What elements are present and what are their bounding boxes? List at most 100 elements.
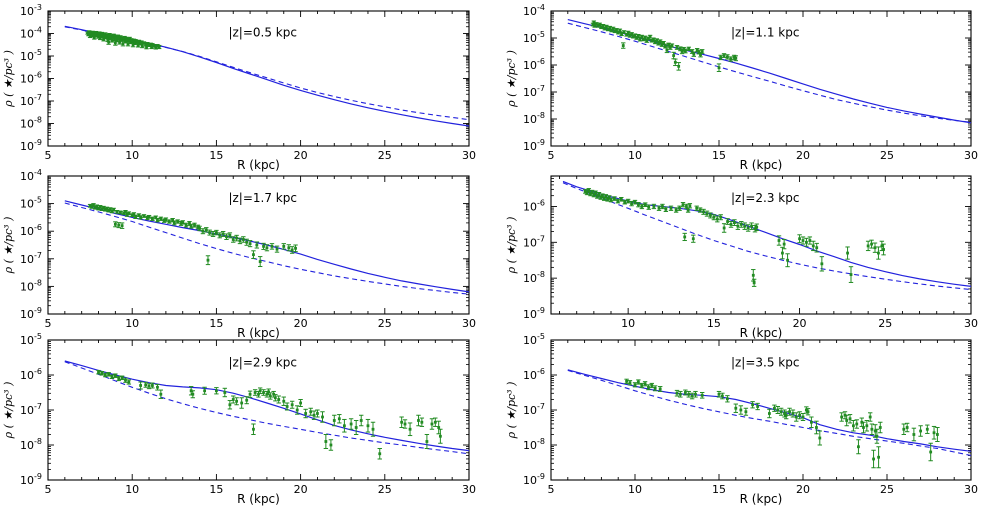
- dashed-model-curve: [567, 369, 972, 457]
- x-tick-label: 5: [548, 149, 555, 162]
- axes-frame: [47, 175, 470, 315]
- x-axis-label: R (kpc): [237, 326, 280, 340]
- y-tick-label: 10-8: [20, 116, 42, 131]
- y-tick-label: 10-4: [20, 168, 42, 183]
- x-axis-label: R (kpc): [237, 158, 280, 172]
- y-tick-label: 10-9: [523, 306, 545, 321]
- x-tick-label: 15: [209, 317, 223, 330]
- x-axis-ticks: 10 15 20 25 30: [559, 176, 978, 330]
- panel-z-2.9-kpc: 5 10 15 20 25 30 10-5 10-6 10-7 10-8 10-9 |z|=2.9 k…: [2, 332, 476, 506]
- panel-z-2.3-kpc: 10 15 20 25 30 10-6 10-7 10-8 10-9 |z|=2.3 kpc R (…: [505, 175, 978, 340]
- x-tick-label: 30: [964, 149, 978, 162]
- x-tick-label: 25: [378, 149, 392, 162]
- x-tick-label: 30: [964, 317, 978, 330]
- y-tick-label: 10-6: [20, 367, 42, 382]
- x-tick-label: 20: [294, 483, 308, 496]
- y-tick-label: 10-8: [20, 437, 42, 452]
- y-tick-label: 10-6: [523, 198, 545, 213]
- dashed-model-curve: [64, 202, 470, 295]
- axes-frame: [550, 10, 972, 147]
- y-tick-label: 10-8: [20, 278, 42, 293]
- x-tick-label: 25: [878, 317, 892, 330]
- x-tick-label: 10: [125, 483, 139, 496]
- y-axis-label: ρ ( ★/pc³ ): [2, 382, 15, 440]
- x-tick-label: 30: [462, 317, 476, 330]
- x-tick-label: 20: [796, 149, 810, 162]
- y-tick-label: 10-5: [523, 332, 545, 347]
- x-tick-label: 30: [964, 483, 978, 496]
- y-tick-label: 10-5: [20, 48, 42, 63]
- y-tick-label: 10-8: [523, 111, 545, 126]
- x-tick-label: 25: [880, 483, 894, 496]
- panel-z-3.5-kpc: 5 10 15 20 25 30 10-5 10-6 10-7 10-8 10-9 |z|=3.5 k…: [505, 332, 978, 506]
- x-axis-label: R (kpc): [740, 492, 783, 506]
- x-axis-label: R (kpc): [740, 158, 783, 172]
- x-tick-label: 25: [880, 149, 894, 162]
- x-axis-label: R (kpc): [237, 492, 280, 506]
- y-tick-label: 10-6: [20, 223, 42, 238]
- x-tick-label: 15: [712, 483, 726, 496]
- y-tick-label: 10-9: [523, 472, 545, 487]
- x-axis-ticks: 5 10 15 20 25 30: [548, 340, 978, 496]
- panel-z-1.7-kpc: 5 10 15 20 25 30 10-4 10-5 10-6 10-7 10-8 10-9 |z|=1…: [2, 168, 476, 340]
- y-tick-label: 10-6: [20, 71, 42, 86]
- y-axis-label: ρ ( ★/pc³ ): [505, 50, 518, 108]
- y-tick-label: 10-6: [523, 367, 545, 382]
- scatter-points: [590, 20, 738, 72]
- y-tick-label: 10-5: [20, 196, 42, 211]
- x-tick-label: 25: [378, 483, 392, 496]
- y-axis-label: ρ ( ★/pc³ ): [2, 50, 15, 108]
- y-tick-label: 10-7: [20, 251, 42, 266]
- panel-z-0.5-kpc: 5 10 15 20 25 30 10-3 10-4 10-5 10-6 10-7 10-8 10-9 |…: [2, 3, 476, 172]
- y-tick-label: 10-9: [20, 306, 42, 321]
- scatter-points: [583, 188, 886, 287]
- x-tick-label: 20: [294, 317, 308, 330]
- panel-z-1.1-kpc: 5 10 15 20 25 30 10-4 10-5 10-6 10-7 10-8 10-9 |z|=1…: [505, 3, 978, 172]
- dashed-model-curve: [64, 361, 470, 455]
- solid-model-curve: [64, 360, 470, 452]
- x-tick-label: 5: [548, 483, 555, 496]
- x-tick-label: 20: [793, 317, 807, 330]
- x-tick-label: 10: [125, 149, 139, 162]
- x-tick-label: 5: [45, 483, 52, 496]
- y-tick-label: 10-5: [523, 30, 545, 45]
- panel-z-label: |z|=1.7 kpc: [228, 191, 297, 205]
- scatter-points: [87, 203, 298, 268]
- x-tick-label: 5: [45, 149, 52, 162]
- panel-z-label: |z|=2.9 kpc: [228, 355, 297, 369]
- y-tick-label: 10-4: [523, 3, 545, 18]
- y-axis-ticks: 10-5 10-6 10-7 10-8 10-9: [523, 332, 971, 487]
- x-axis-ticks: 5 10 15 20 25 30: [548, 11, 978, 162]
- x-tick-label: 10: [125, 317, 139, 330]
- y-axis-label: ρ ( ★/pc³ ): [2, 217, 15, 275]
- dashed-model-curve: [562, 182, 972, 291]
- y-tick-label: 10-7: [20, 93, 42, 108]
- x-tick-label: 25: [378, 317, 392, 330]
- x-tick-label: 20: [294, 149, 308, 162]
- x-tick-label: 30: [462, 483, 476, 496]
- dashed-model-curve: [567, 22, 972, 123]
- x-axis-label: R (kpc): [740, 326, 783, 340]
- x-tick-label: 20: [796, 483, 810, 496]
- y-tick-label: 10-9: [20, 138, 42, 153]
- x-axis-ticks: 5 10 15 20 25 30: [45, 340, 476, 496]
- y-tick-label: 10-7: [523, 402, 545, 417]
- y-tick-label: 10-6: [523, 57, 545, 72]
- panel-z-label: |z|=0.5 kpc: [228, 26, 297, 40]
- x-tick-label: 10: [621, 317, 635, 330]
- y-tick-label: 10-9: [20, 472, 42, 487]
- x-tick-label: 5: [45, 317, 52, 330]
- y-axis-label: ρ ( ★/pc³ ): [505, 217, 518, 275]
- x-tick-label: 15: [209, 483, 223, 496]
- y-tick-label: 10-8: [523, 270, 545, 285]
- y-tick-label: 10-4: [20, 26, 42, 41]
- x-tick-label: 15: [712, 149, 726, 162]
- y-tick-label: 10-8: [523, 437, 545, 452]
- x-tick-label: 15: [209, 149, 223, 162]
- panel-z-label: |z|=3.5 kpc: [731, 355, 800, 369]
- scatter-points: [624, 378, 940, 469]
- x-axis-ticks: 5 10 15 20 25 30: [45, 176, 476, 330]
- panel-z-label: |z|=1.1 kpc: [731, 26, 800, 40]
